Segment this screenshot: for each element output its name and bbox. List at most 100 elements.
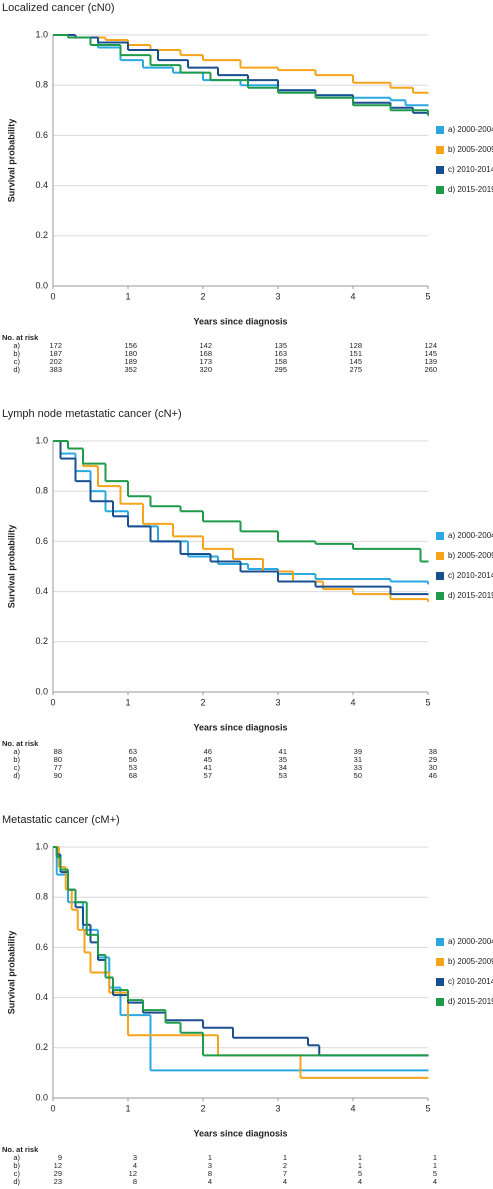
- x-axis-label: Years since diagnosis: [193, 722, 287, 732]
- panel: Localized cancer (cN0) 0.0 0.2 0.4 0.6 0.8 1.0…: [2, 2, 493, 374]
- risk-count: 88: [54, 747, 62, 756]
- risk-count: 142: [199, 341, 212, 350]
- y-tick-label: 0.6: [35, 536, 48, 546]
- x-tick-label: 2: [200, 697, 205, 707]
- risk-count: 135: [274, 341, 287, 350]
- legend-swatch: [436, 146, 444, 154]
- risk-count: 145: [349, 357, 362, 366]
- y-tick-label: 0.4: [35, 992, 48, 1002]
- risk-table-title: No. at risk: [2, 739, 39, 748]
- x-tick-label: 0: [50, 1103, 55, 1113]
- x-tick-label: 2: [200, 1103, 205, 1113]
- risk-count: 56: [129, 755, 137, 764]
- risk-count: 4: [133, 1161, 137, 1170]
- risk-table-title: No. at risk: [2, 1145, 39, 1154]
- panel: Lymph node metastatic cancer (cN+) 0.0 0.2…: [2, 408, 493, 780]
- risk-count: 173: [199, 357, 212, 366]
- y-tick-label: 0.2: [35, 636, 48, 646]
- risk-count: 29: [429, 755, 437, 764]
- risk-count: 1: [358, 1161, 362, 1170]
- x-tick-label: 1: [125, 697, 130, 707]
- risk-count: 128: [349, 341, 362, 350]
- risk-count: 163: [274, 349, 287, 358]
- risk-count: 295: [274, 365, 287, 374]
- y-tick-label: 0.2: [35, 230, 48, 240]
- risk-count: 90: [54, 771, 62, 780]
- legend-label: c) 2010-2014: [448, 571, 493, 580]
- risk-count: 139: [424, 357, 437, 366]
- legend-swatch: [436, 958, 444, 966]
- risk-count: 23: [54, 1177, 62, 1186]
- risk-count: 35: [279, 755, 287, 764]
- risk-count: 8: [208, 1169, 212, 1178]
- x-tick-label: 3: [275, 291, 280, 301]
- risk-count: 168: [199, 349, 212, 358]
- legend-label: a) 2000-2004: [448, 937, 493, 946]
- risk-count: 7: [283, 1169, 287, 1178]
- risk-count: 45: [204, 755, 212, 764]
- risk-row-label: b): [13, 349, 20, 358]
- x-tick-label: 1: [125, 1103, 130, 1113]
- legend-label: a) 2000-2004: [448, 125, 493, 134]
- risk-row-label: a): [13, 747, 20, 756]
- risk-count: 180: [124, 349, 137, 358]
- risk-count: 124: [424, 341, 437, 350]
- legend-label: c) 2010-2014: [448, 165, 493, 174]
- y-tick-label: 0.6: [35, 942, 48, 952]
- x-tick-label: 5: [425, 697, 430, 707]
- risk-count: 57: [204, 771, 212, 780]
- y-tick-label: 0.0: [35, 1092, 48, 1102]
- risk-count: 4: [433, 1177, 437, 1186]
- y-tick-label: 0.8: [35, 892, 48, 902]
- y-tick-label: 0.2: [35, 1042, 48, 1052]
- risk-count: 1: [358, 1153, 362, 1162]
- legend-swatch: [436, 572, 444, 580]
- x-tick-label: 0: [50, 697, 55, 707]
- risk-table-title: No. at risk: [2, 333, 39, 342]
- y-tick-label: 0.0: [35, 686, 48, 696]
- y-tick-label: 0.4: [35, 586, 48, 596]
- risk-count: 4: [208, 1177, 212, 1186]
- legend-label: b) 2005-2009: [448, 145, 493, 154]
- legend-swatch: [436, 592, 444, 600]
- legend-label: b) 2005-2009: [448, 551, 493, 560]
- legend-swatch: [436, 938, 444, 946]
- risk-count: 3: [133, 1153, 137, 1162]
- x-tick-label: 4: [350, 291, 355, 301]
- risk-count: 33: [354, 763, 362, 772]
- risk-count: 158: [274, 357, 287, 366]
- risk-count: 275: [349, 365, 362, 374]
- y-axis-label: Survival probability: [6, 931, 16, 1015]
- x-tick-label: 4: [350, 1103, 355, 1113]
- risk-count: 4: [283, 1177, 287, 1186]
- risk-count: 30: [429, 763, 437, 772]
- legend-label: d) 2015-2019: [448, 591, 493, 600]
- y-tick-label: 0.4: [35, 180, 48, 190]
- x-tick-label: 1: [125, 291, 130, 301]
- panel-title: Metastatic cancer (cM+): [2, 814, 120, 826]
- y-tick-label: 0.0: [35, 280, 48, 290]
- risk-row-label: b): [13, 755, 20, 764]
- x-axis-label: Years since diagnosis: [193, 1128, 287, 1138]
- risk-count: 31: [354, 755, 362, 764]
- risk-count: 34: [279, 763, 287, 772]
- x-axis-label: Years since diagnosis: [193, 316, 287, 326]
- legend-swatch: [436, 532, 444, 540]
- y-axis-label: Survival probability: [6, 119, 16, 203]
- risk-count: 1: [283, 1153, 287, 1162]
- risk-count: 4: [358, 1177, 362, 1186]
- risk-count: 29: [54, 1169, 62, 1178]
- legend-swatch: [436, 998, 444, 1006]
- risk-row-label: d): [13, 771, 20, 780]
- risk-count: 77: [54, 763, 62, 772]
- panel-title: Localized cancer (cN0): [2, 2, 115, 14]
- y-tick-label: 0.8: [35, 80, 48, 90]
- x-tick-label: 5: [425, 291, 430, 301]
- risk-count: 53: [279, 771, 287, 780]
- panel-title: Lymph node metastatic cancer (cN+): [2, 408, 182, 420]
- risk-count: 156: [124, 341, 137, 350]
- risk-count: 80: [54, 755, 62, 764]
- risk-row-label: d): [13, 1177, 20, 1186]
- risk-count: 145: [424, 349, 437, 358]
